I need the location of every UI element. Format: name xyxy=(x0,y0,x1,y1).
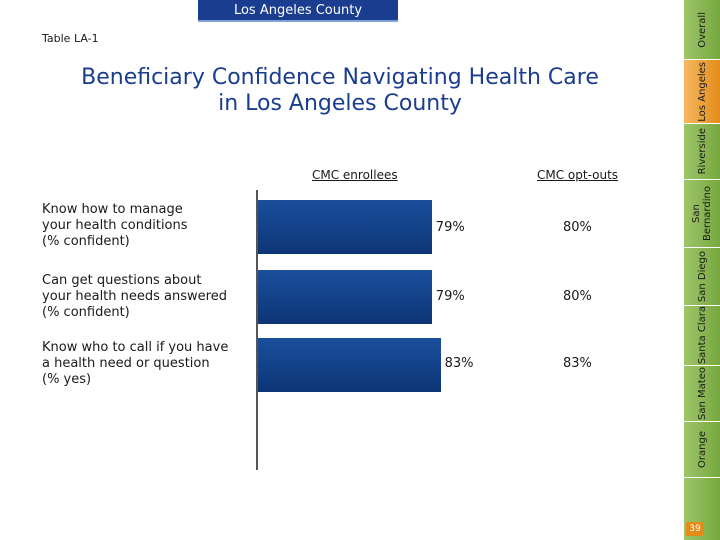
optout-value-1: 80% xyxy=(563,220,592,235)
nav-label-san-mateo: San Mateo xyxy=(696,367,708,420)
title-line-1: Beneficiary Confidence Navigating Health… xyxy=(81,65,599,90)
row-label-3-line1: Know who to call if you have xyxy=(42,340,229,355)
optout-value-2: 80% xyxy=(563,289,592,304)
nav-label-san-bernardino: San Bernardino xyxy=(691,186,713,241)
row-label-2: Can get questions about your health need… xyxy=(42,273,247,321)
row-label-2-line2: your health needs answered xyxy=(42,289,227,304)
row-label-1: Know how to manage your health condition… xyxy=(42,202,247,250)
row-label-1-line2: your health conditions xyxy=(42,218,188,233)
nav-tab-san-diego[interactable]: San Diego xyxy=(684,248,720,306)
row-label-2-line3: (% confident) xyxy=(42,305,130,320)
title-line-2: in Los Angeles County xyxy=(218,91,462,116)
row-label-1-line1: Know how to manage xyxy=(42,202,183,217)
optout-value-3: 83% xyxy=(563,356,592,371)
row-label-1-line3: (% confident) xyxy=(42,234,130,249)
row-label-3-line3: (% yes) xyxy=(42,372,92,387)
page-title: Beneficiary Confidence Navigating Health… xyxy=(60,65,620,117)
bar-value-3: 83% xyxy=(444,356,474,371)
chart-axis xyxy=(256,190,258,470)
nav-tab-riverside[interactable]: Riverside xyxy=(684,124,720,180)
nav-tab-orange[interactable]: Orange xyxy=(684,422,720,478)
nav-label-orange: Orange xyxy=(696,431,708,468)
nav-tab-san-mateo[interactable]: San Mateo xyxy=(684,366,720,422)
nav-label-santa-clara: Santa Clara xyxy=(696,306,708,365)
nav-tab-san-bernardino[interactable]: San Bernardino xyxy=(684,180,720,248)
bar-enrollees-1 xyxy=(258,200,432,254)
bar-enrollees-3 xyxy=(258,338,441,392)
page-number: 39 xyxy=(686,522,704,536)
nav-label-los-angeles: Los Angeles xyxy=(696,61,708,122)
row-label-3: Know who to call if you have a health ne… xyxy=(42,340,247,388)
nav-label-riverside: Riverside xyxy=(696,128,708,175)
nav-label-san-diego: San Diego xyxy=(696,250,708,303)
nav-tab-los-angeles[interactable]: Los Angeles xyxy=(684,60,720,124)
nav-label-overall: Overall xyxy=(696,11,708,48)
nav-tab-santa-clara[interactable]: Santa Clara xyxy=(684,306,720,366)
row-label-2-line1: Can get questions about xyxy=(42,273,202,288)
col-header-optouts: CMC opt-outs xyxy=(537,168,619,182)
bar-value-2: 79% xyxy=(435,289,465,304)
nav-tab-overall[interactable]: Overall xyxy=(684,0,720,60)
bar-value-1: 79% xyxy=(435,220,465,235)
bar-enrollees-2 xyxy=(258,270,432,324)
county-sidenav: Overall Los Angeles Riverside San Bernar… xyxy=(684,0,720,540)
col-header-enrollees: CMC enrollees xyxy=(312,168,398,182)
row-label-3-line2: a health need or question xyxy=(42,356,210,371)
county-header-tab: Los Angeles County xyxy=(198,0,398,22)
table-id: Table LA-1 xyxy=(42,32,99,45)
